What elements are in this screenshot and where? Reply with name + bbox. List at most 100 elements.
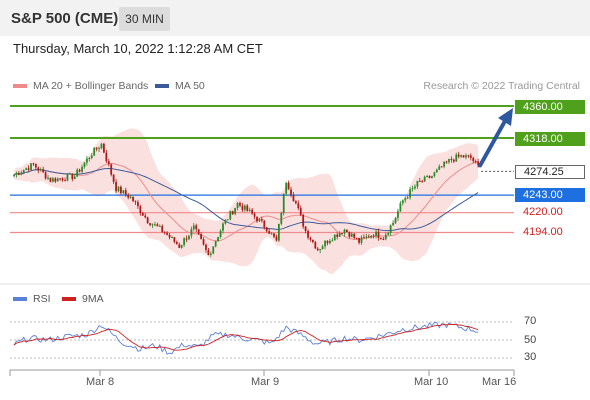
candle xyxy=(277,223,280,243)
candle xyxy=(273,233,275,239)
candle xyxy=(42,166,45,173)
price-tag-4243: 4243.00 xyxy=(515,188,585,202)
candle-body xyxy=(134,201,137,203)
candle-body xyxy=(280,212,283,224)
candle-body xyxy=(217,236,220,242)
candle-body xyxy=(273,233,275,237)
candle-body xyxy=(336,234,339,237)
candle-body xyxy=(59,178,62,180)
candle xyxy=(358,237,360,245)
candle-body xyxy=(246,205,249,211)
candle xyxy=(205,243,207,253)
candle-body xyxy=(129,196,132,198)
x-label-mar16: Mar 16 xyxy=(482,376,517,388)
timeframe-button[interactable]: 30 MIN xyxy=(119,7,170,31)
candle-body xyxy=(377,231,380,239)
candle xyxy=(25,167,28,171)
candle xyxy=(443,161,446,169)
candle xyxy=(450,156,453,163)
legend-9ma: 9MA xyxy=(62,293,104,305)
candle xyxy=(95,147,98,152)
candle-body xyxy=(132,196,134,202)
candle-body xyxy=(455,154,458,162)
candle-body xyxy=(86,158,88,163)
forecast-arrow-shaft xyxy=(478,119,507,168)
candle-body xyxy=(168,234,171,238)
candle xyxy=(307,229,309,240)
candle xyxy=(406,195,409,200)
candle xyxy=(175,240,178,245)
candle xyxy=(68,172,71,175)
candle xyxy=(253,212,256,220)
candle xyxy=(336,232,339,240)
candle xyxy=(66,172,69,182)
candle-body xyxy=(185,238,188,240)
candle-body xyxy=(294,201,297,204)
candle-body xyxy=(197,229,200,235)
candle xyxy=(197,229,200,236)
candle xyxy=(144,212,147,219)
candle-body xyxy=(263,220,266,228)
candle xyxy=(166,231,168,236)
candle-body xyxy=(472,157,475,162)
x-label-mar10: Mar 10 xyxy=(414,376,449,388)
candle xyxy=(321,244,324,250)
candle-body xyxy=(307,230,309,238)
candle-body xyxy=(365,236,368,238)
candle xyxy=(239,201,241,208)
candle xyxy=(477,158,480,168)
candle-body xyxy=(428,175,431,178)
candle-body xyxy=(163,231,166,233)
rsi-tick-70: 70 xyxy=(524,315,537,327)
candle xyxy=(457,151,460,159)
candle xyxy=(469,153,472,161)
candle-body xyxy=(469,155,472,158)
candle xyxy=(275,234,278,242)
candle-body xyxy=(42,169,45,173)
candle-body xyxy=(260,219,263,221)
candle-body xyxy=(224,219,227,224)
ma50-swatch xyxy=(155,84,169,89)
candle-body xyxy=(112,174,115,182)
candle-body xyxy=(49,177,52,182)
candle xyxy=(467,154,470,158)
candle xyxy=(423,175,426,182)
candle xyxy=(61,177,64,182)
candle-body xyxy=(173,237,176,242)
candle xyxy=(384,232,387,241)
candle-body xyxy=(15,172,18,175)
candle xyxy=(304,226,307,234)
candle xyxy=(435,168,438,173)
candle xyxy=(421,179,424,183)
candle xyxy=(251,207,254,215)
candle xyxy=(163,231,166,235)
candle xyxy=(382,237,385,241)
candle-body xyxy=(81,166,83,172)
candle xyxy=(132,196,134,202)
candle-body xyxy=(64,180,66,182)
candle-body xyxy=(290,189,292,195)
candle-body xyxy=(268,231,271,234)
candle-body xyxy=(426,175,428,177)
candle-body xyxy=(30,163,32,171)
candle xyxy=(426,174,428,178)
candle-body xyxy=(397,211,399,218)
rsi-tick-30: 30 xyxy=(524,351,537,363)
candle-body xyxy=(251,209,254,214)
candle-body xyxy=(151,224,154,226)
candle xyxy=(431,175,433,179)
candle xyxy=(380,237,382,240)
candle-body xyxy=(423,176,426,182)
candle-body xyxy=(154,224,156,226)
candle xyxy=(314,240,317,249)
candle xyxy=(47,175,49,181)
candle xyxy=(397,208,399,221)
candle xyxy=(350,231,353,238)
candle xyxy=(462,155,465,158)
candle-body xyxy=(88,158,91,160)
candle-body xyxy=(248,209,251,211)
candle-body xyxy=(282,193,285,213)
candle xyxy=(178,242,181,249)
candle-body xyxy=(311,239,314,243)
